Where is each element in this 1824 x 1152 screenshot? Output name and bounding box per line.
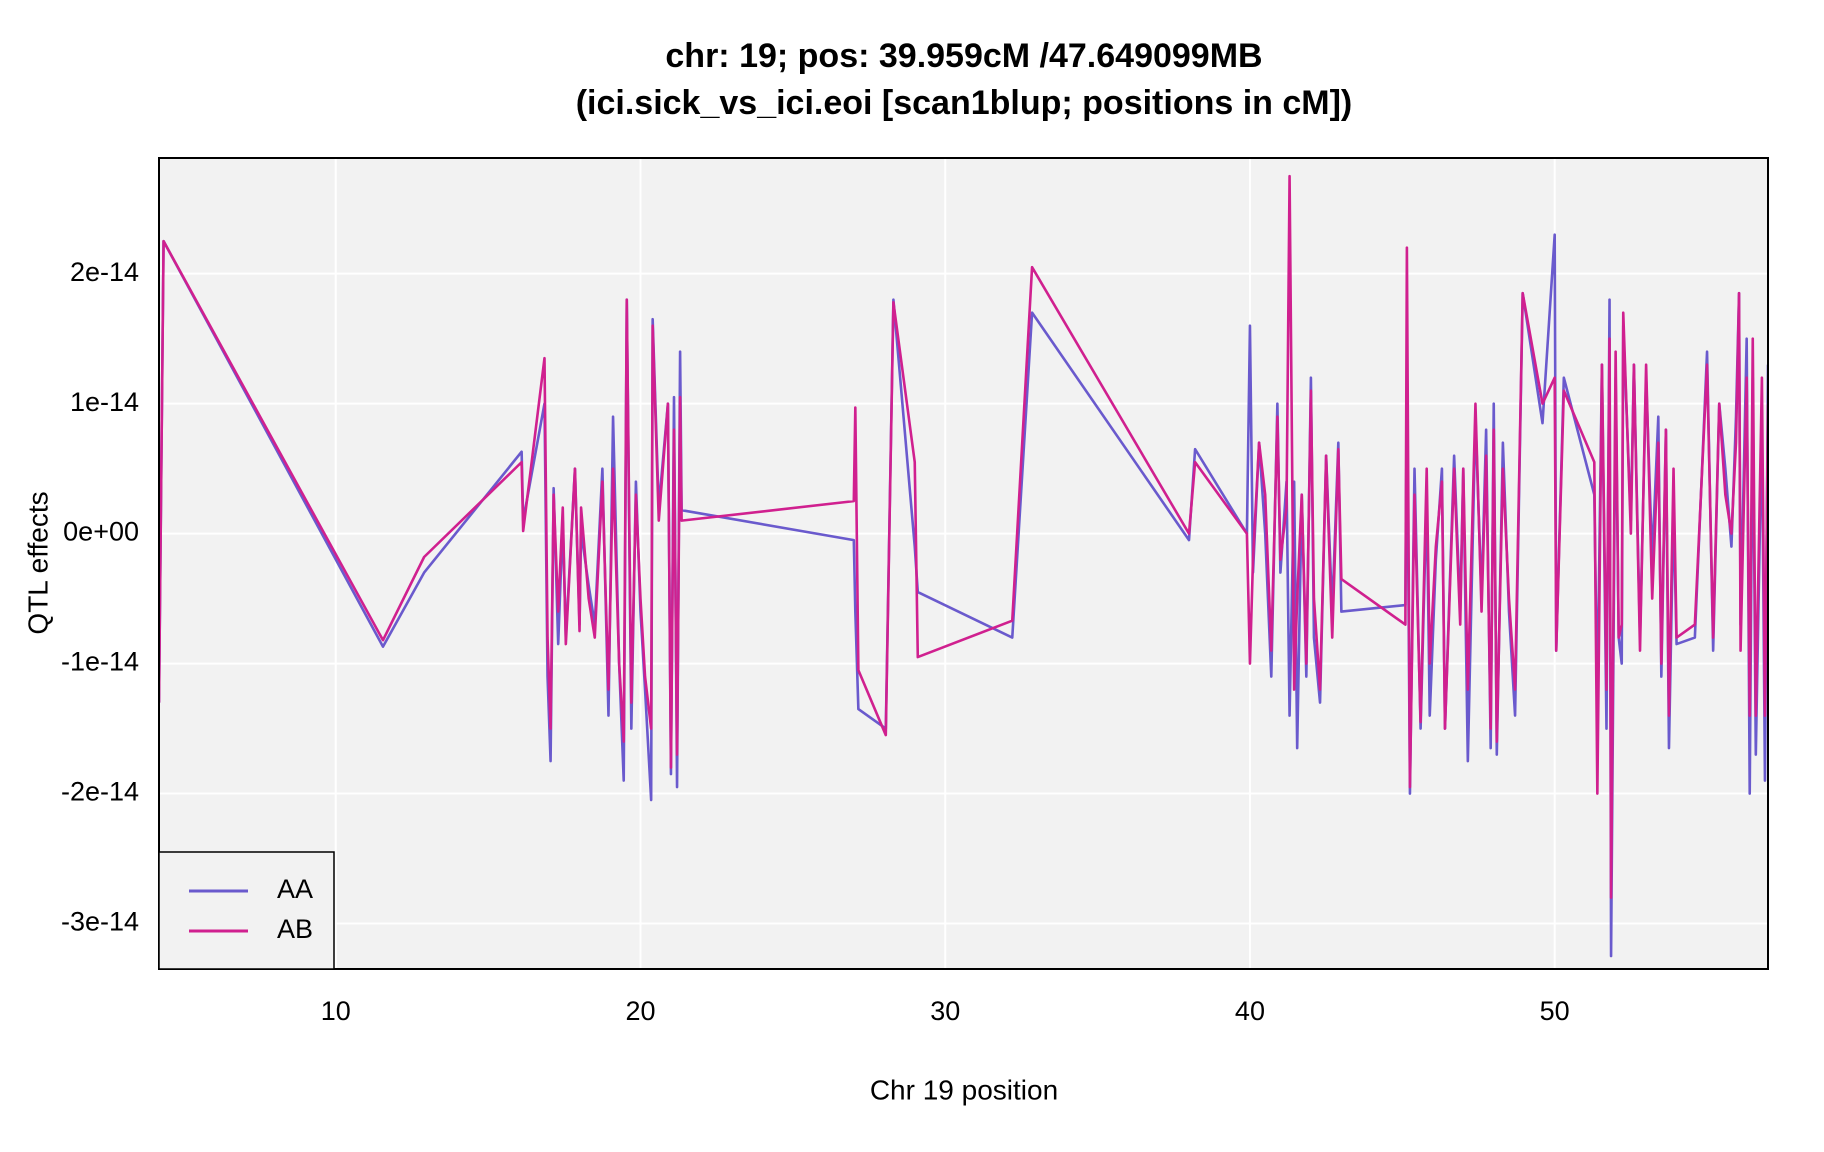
y-tick-label: 0e+00 [63, 517, 139, 547]
x-tick-label: 50 [1540, 996, 1570, 1026]
x-tick-label: 20 [625, 996, 655, 1026]
chart-title: chr: 19; pos: 39.959cM /47.649099MB [665, 37, 1262, 75]
x-tick-label: 10 [321, 996, 351, 1026]
y-tick-label: -2e-14 [61, 777, 139, 807]
line-series [159, 174, 1768, 899]
x-axis-label: Chr 19 position [870, 1074, 1058, 1105]
y-tick-label: 2e-14 [70, 257, 139, 287]
plot-border [158, 157, 1769, 970]
x-tick-label: 40 [1235, 996, 1265, 1026]
y-tick-label: 1e-14 [70, 387, 139, 417]
chart-subtitle: (ici.sick_vs_ici.eoi [scan1blup; positio… [576, 84, 1353, 122]
y-axis-label: QTL effects [22, 491, 53, 634]
legend-label: AA [277, 874, 313, 904]
legend-box [158, 851, 335, 970]
y-tick-label: -1e-14 [61, 647, 139, 677]
y-tick-label: -3e-14 [61, 907, 139, 937]
legend-label: AB [277, 914, 313, 944]
x-tick-label: 30 [930, 996, 960, 1026]
plot-background [159, 158, 1768, 969]
